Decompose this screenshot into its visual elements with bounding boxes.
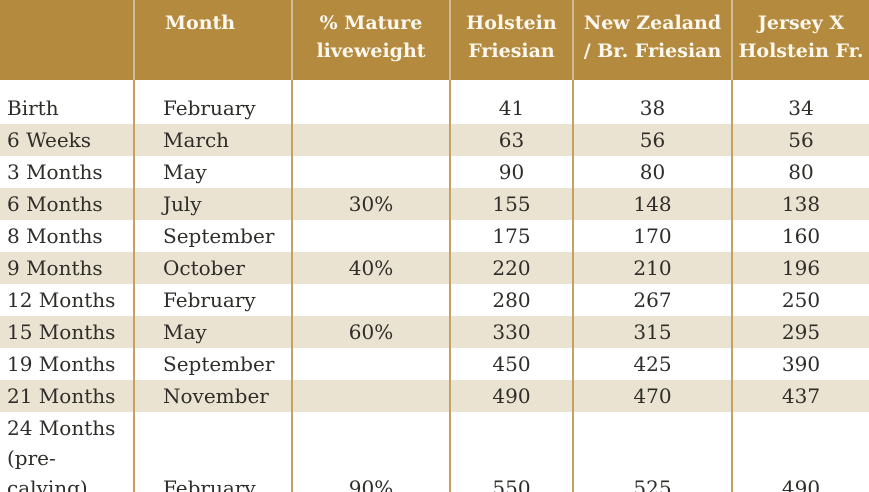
- cell-pct-mature: [291, 380, 450, 412]
- cell-month: February: [133, 284, 292, 316]
- cell-pct-mature: [291, 348, 450, 380]
- table-row: 21 Months November 490 470 437: [0, 380, 869, 412]
- col-header-jersey-x-holstein: Jersey X Holstein Fr.: [731, 0, 869, 80]
- cell-pct-mature: 90%: [291, 412, 450, 492]
- table-row: 12 Months February 280 267 250: [0, 284, 869, 316]
- cell-holstein-friesian: 220: [449, 252, 573, 284]
- cell-jersey-x-holstein: 295: [731, 316, 869, 348]
- cell-pct-mature: [291, 124, 450, 156]
- cell-jersey-x-holstein: 490: [731, 412, 869, 492]
- cell-month: March: [133, 124, 292, 156]
- cell-nz-br-friesian: 267: [572, 284, 732, 316]
- cell-stage: 6 Weeks: [0, 124, 134, 156]
- cell-holstein-friesian: 280: [449, 284, 573, 316]
- cell-pct-mature: 40%: [291, 252, 450, 284]
- cell-holstein-friesian: 63: [449, 124, 573, 156]
- cell-jersey-x-holstein: 56: [731, 124, 869, 156]
- cell-month: May: [133, 156, 292, 188]
- col-header-holstein-friesian: Holstein Friesian: [449, 0, 573, 80]
- cell-jersey-x-holstein: 138: [731, 188, 869, 220]
- col-header-nz-br-friesian: New Zealand / Br. Friesian: [572, 0, 732, 80]
- cell-stage: 3 Months: [0, 156, 134, 188]
- cell-stage: 19 Months: [0, 348, 134, 380]
- cell-pct-mature: 60%: [291, 316, 450, 348]
- cell-holstein-friesian: 450: [449, 348, 573, 380]
- cell-nz-br-friesian: 210: [572, 252, 732, 284]
- cell-jersey-x-holstein: 390: [731, 348, 869, 380]
- cell-pct-mature: [291, 220, 450, 252]
- col-header-month: Month: [133, 0, 292, 80]
- cell-pct-mature: [291, 92, 450, 124]
- header-row: Month % Mature liveweight Holstein Fries…: [0, 0, 869, 80]
- cell-stage: 21 Months: [0, 380, 134, 412]
- table-row: 19 Months September 450 425 390: [0, 348, 869, 380]
- cell-jersey-x-holstein: 196: [731, 252, 869, 284]
- cell-holstein-friesian: 155: [449, 188, 573, 220]
- table-row: Birth February 41 38 34: [0, 92, 869, 124]
- cell-month: September: [133, 348, 292, 380]
- cell-jersey-x-holstein: 34: [731, 92, 869, 124]
- cell-nz-br-friesian: 80: [572, 156, 732, 188]
- cell-holstein-friesian: 550: [449, 412, 573, 492]
- cell-holstein-friesian: 330: [449, 316, 573, 348]
- table-row: 6 Months July 30% 155 148 138: [0, 188, 869, 220]
- cell-nz-br-friesian: 38: [572, 92, 732, 124]
- cell-jersey-x-holstein: 80: [731, 156, 869, 188]
- table-row: 15 Months May 60% 330 315 295: [0, 316, 869, 348]
- table-body: Birth February 41 38 34 6 Weeks March 63…: [0, 80, 869, 492]
- cell-jersey-x-holstein: 437: [731, 380, 869, 412]
- cell-month: February: [133, 412, 292, 492]
- cell-month: November: [133, 380, 292, 412]
- cell-month: May: [133, 316, 292, 348]
- table-row: 24 Months (pre-calving) February 90% 550…: [0, 412, 869, 492]
- cell-month: October: [133, 252, 292, 284]
- spacer-row: [0, 80, 869, 92]
- cell-jersey-x-holstein: 250: [731, 284, 869, 316]
- cell-holstein-friesian: 490: [449, 380, 573, 412]
- table-row: 6 Weeks March 63 56 56: [0, 124, 869, 156]
- cell-pct-mature: [291, 156, 450, 188]
- cell-holstein-friesian: 41: [449, 92, 573, 124]
- table-row: 9 Months October 40% 220 210 196: [0, 252, 869, 284]
- cell-stage: 8 Months: [0, 220, 134, 252]
- cell-stage: 9 Months: [0, 252, 134, 284]
- cell-nz-br-friesian: 56: [572, 124, 732, 156]
- cell-stage: Birth: [0, 92, 134, 124]
- cell-nz-br-friesian: 425: [572, 348, 732, 380]
- cell-holstein-friesian: 175: [449, 220, 573, 252]
- cell-stage: 12 Months: [0, 284, 134, 316]
- cell-pct-mature: [291, 284, 450, 316]
- table-header: Month % Mature liveweight Holstein Fries…: [0, 0, 869, 80]
- cell-stage: 24 Months (pre-calving): [0, 412, 134, 492]
- cell-stage: 6 Months: [0, 188, 134, 220]
- cell-jersey-x-holstein: 160: [731, 220, 869, 252]
- table-row: 3 Months May 90 80 80: [0, 156, 869, 188]
- table-row: 8 Months September 175 170 160: [0, 220, 869, 252]
- cell-stage: 15 Months: [0, 316, 134, 348]
- cell-nz-br-friesian: 148: [572, 188, 732, 220]
- cell-nz-br-friesian: 525: [572, 412, 732, 492]
- cell-pct-mature: 30%: [291, 188, 450, 220]
- cell-month: February: [133, 92, 292, 124]
- cell-holstein-friesian: 90: [449, 156, 573, 188]
- col-header-pct-mature: % Mature liveweight: [291, 0, 450, 80]
- col-header-stage: [0, 0, 134, 80]
- cell-nz-br-friesian: 470: [572, 380, 732, 412]
- cell-nz-br-friesian: 315: [572, 316, 732, 348]
- cell-nz-br-friesian: 170: [572, 220, 732, 252]
- cell-month: September: [133, 220, 292, 252]
- cell-month: July: [133, 188, 292, 220]
